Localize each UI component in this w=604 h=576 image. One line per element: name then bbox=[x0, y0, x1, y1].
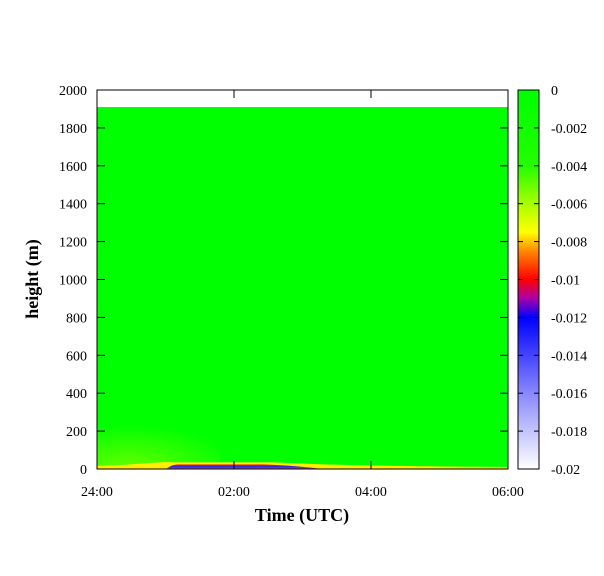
colorbar-ticks: 0 -0.002 -0.004 -0.006 -0.008 -0.01 -0.012 -0.0… bbox=[518, 84, 587, 478]
x-axis-ticks: 24:00 02:00 04:00 06:00 bbox=[81, 90, 524, 500]
colorbar-fill bbox=[518, 90, 539, 469]
colorbar-tick-label: -0.01 bbox=[551, 274, 580, 289]
y-tick-label: 1000 bbox=[59, 274, 87, 289]
y-axis-title: height (m) bbox=[22, 239, 43, 319]
y-tick-label: 2000 bbox=[59, 84, 87, 99]
colorbar-tick-label: -0.018 bbox=[551, 425, 587, 440]
colorbar-tick-label: -0.012 bbox=[551, 311, 587, 326]
y-tick-label: 1600 bbox=[59, 160, 87, 175]
x-tick-label: 04:00 bbox=[355, 485, 387, 500]
y-tick-label: 600 bbox=[66, 349, 87, 364]
y-tick-label: 0 bbox=[80, 463, 87, 478]
colorbar-tick-label: -0.004 bbox=[551, 160, 587, 175]
colorbar-tick-label: 0 bbox=[551, 84, 558, 99]
y-tick-label: 800 bbox=[66, 311, 87, 326]
plot-area bbox=[96, 89, 509, 470]
y-tick-label: 1400 bbox=[59, 198, 87, 213]
x-tick-label: 24:00 bbox=[81, 485, 113, 500]
colorbar: 0 -0.002 -0.004 -0.006 -0.008 -0.01 -0.012 -0.0… bbox=[517, 84, 587, 478]
colorbar-tick-label: -0.02 bbox=[551, 463, 580, 478]
x-tick-label: 06:00 bbox=[492, 485, 524, 500]
y-tick-label: 400 bbox=[66, 387, 87, 402]
heatmap-field bbox=[97, 107, 508, 470]
colorbar-tick-label: -0.014 bbox=[551, 349, 587, 364]
heatmap-band-inner bbox=[165, 464, 324, 469]
colorbar-tick-label: -0.016 bbox=[551, 387, 587, 402]
x-axis-title: Time (UTC) bbox=[255, 505, 349, 526]
y-tick-label: 1800 bbox=[59, 122, 87, 137]
y-tick-label: 1200 bbox=[59, 236, 87, 251]
y-tick-label: 200 bbox=[66, 425, 87, 440]
colorbar-tick-label: -0.008 bbox=[551, 236, 587, 251]
heatmap-surface-haze bbox=[97, 419, 221, 469]
x-tick-label: 02:00 bbox=[218, 485, 250, 500]
y-axis-ticks: 0 200 400 600 800 1000 1200 1400 1600 1800 2000 bbox=[59, 84, 508, 478]
colorbar-tick-label: -0.002 bbox=[551, 122, 587, 137]
colorbar-tick-label: -0.006 bbox=[551, 198, 587, 213]
